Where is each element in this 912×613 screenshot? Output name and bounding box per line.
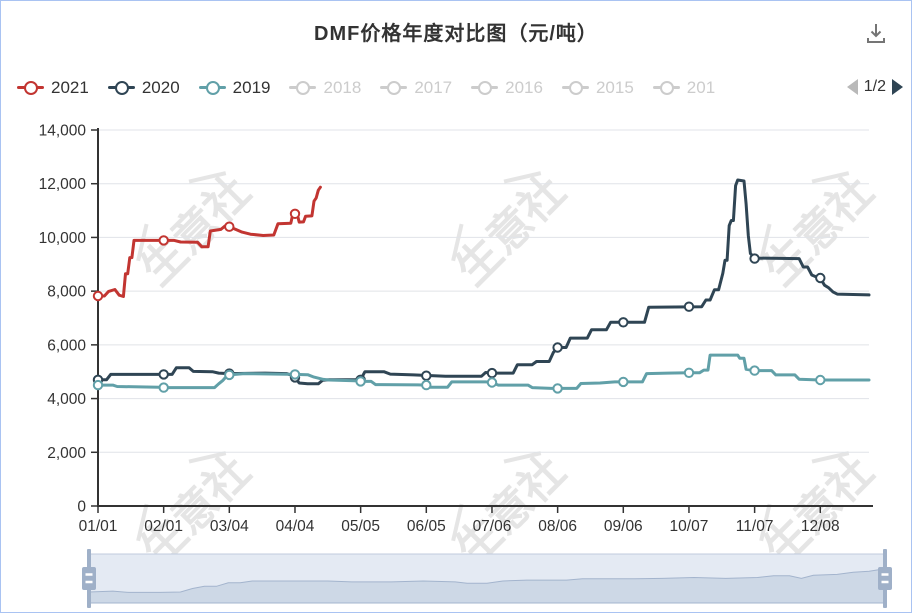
series-marker-2020 xyxy=(158,369,169,380)
x-axis-label: 01/01 xyxy=(79,518,118,535)
legend-line-marker-icon xyxy=(107,80,135,95)
series-marker-2020 xyxy=(683,301,695,312)
legend-line-marker-icon xyxy=(17,80,44,95)
series-marker-2019 xyxy=(289,369,301,380)
legend-line-marker-icon xyxy=(652,80,680,95)
y-axis-label: 8,000 xyxy=(47,284,86,301)
series-marker-2021 xyxy=(92,290,104,302)
series-marker-2021 xyxy=(224,221,235,232)
svg-text:生意社: 生意社 xyxy=(447,167,575,295)
legend-item-201[interactable]: 201 xyxy=(652,77,716,97)
y-axis-label: 14,000 xyxy=(39,123,87,140)
series-marker-2019 xyxy=(618,376,629,388)
legend-item-label: 2016 xyxy=(505,77,543,97)
datazoom-right-handle[interactable] xyxy=(878,549,892,608)
legend-line-marker-icon xyxy=(198,80,226,95)
legend-pager-prev-icon[interactable] xyxy=(846,79,858,95)
x-axis-label: 10/07 xyxy=(670,518,709,535)
y-axis-label: 2,000 xyxy=(47,445,86,462)
legend-pager-info: 1/2 xyxy=(863,78,886,95)
x-axis-label: 11/07 xyxy=(736,518,774,535)
series-marker-2019 xyxy=(158,382,169,393)
download-icon[interactable] xyxy=(863,19,889,45)
series-marker-2019 xyxy=(486,377,498,388)
legend-item-2017[interactable]: 2017 xyxy=(380,79,452,96)
legend-item-2018[interactable]: 2018 xyxy=(289,79,361,96)
x-axis-label: 02/01 xyxy=(144,518,183,535)
legend: 2021 2020 2019 2018 2017 2016 2015 201 1/2 xyxy=(17,75,903,99)
series-marker-2019 xyxy=(92,379,104,391)
legend-item-2021[interactable]: 2021 xyxy=(17,79,89,96)
download-icon-glyph xyxy=(867,24,885,43)
series-marker-2019 xyxy=(421,379,432,391)
series-marker-2020 xyxy=(421,370,432,381)
y-axis-label: 0 xyxy=(77,499,86,516)
watermark: 生意社 xyxy=(755,167,883,295)
series-marker-2019 xyxy=(552,383,563,394)
series-marker-2020 xyxy=(749,253,760,264)
y-axis-label: 4,000 xyxy=(47,391,86,408)
legend-item-label: 2018 xyxy=(323,77,362,97)
series-marker-2020 xyxy=(618,317,629,328)
series-marker-2020 xyxy=(552,342,563,353)
x-axis-label: 05/05 xyxy=(341,518,380,535)
page-title: DMF价格年度对比图（元/吨） xyxy=(314,23,598,45)
series-marker-2019 xyxy=(355,376,366,387)
legend-line-marker-icon xyxy=(289,80,317,95)
legend-item-label: 201 xyxy=(686,77,716,97)
x-axis-label: 08/06 xyxy=(538,518,577,535)
datazoom-left-handle[interactable] xyxy=(82,549,96,608)
x-axis-label: 06/05 xyxy=(407,518,446,535)
legend-item-label: 2021 xyxy=(51,77,89,97)
legend-pager-next-icon[interactable] xyxy=(892,79,903,95)
legend-item-label: 2020 xyxy=(141,77,180,97)
x-axis-label: 12/08 xyxy=(801,518,840,535)
datazoom-preview-area xyxy=(88,568,886,604)
watermark: 生意社 xyxy=(132,167,260,295)
y-axis-label: 6,000 xyxy=(47,337,86,354)
y-axis-label: 10,000 xyxy=(39,230,87,247)
series-marker-2019 xyxy=(224,369,235,381)
legend-item-2016[interactable]: 2016 xyxy=(471,79,543,96)
datazoom-slider[interactable] xyxy=(82,549,892,608)
legend-item-label: 2015 xyxy=(595,77,634,97)
legend-item-2020[interactable]: 2020 xyxy=(107,77,180,97)
legend-item-2015[interactable]: 2015 xyxy=(561,77,634,97)
legend-line-marker-icon xyxy=(561,80,589,95)
watermark: 生意社 xyxy=(447,167,575,295)
legend-line-marker-icon xyxy=(471,80,499,95)
x-axis-label: 07/06 xyxy=(473,518,512,535)
series-marker-2021 xyxy=(158,235,169,246)
x-axis-label: 04/04 xyxy=(276,518,315,535)
series-marker-2019 xyxy=(749,365,760,376)
legend-item-2019[interactable]: 2019 xyxy=(198,77,271,97)
series-marker-2020 xyxy=(815,272,826,284)
y-axis-label: 12,000 xyxy=(39,176,87,193)
x-axis-label: 09/06 xyxy=(604,518,643,535)
legend-line-marker-icon xyxy=(380,80,408,95)
legend-item-label: 2019 xyxy=(232,77,271,97)
legend-pager: 1/2 xyxy=(846,78,903,96)
x-axis-label: 03/04 xyxy=(210,518,249,535)
legend-item-label: 2017 xyxy=(414,77,453,97)
series-marker-2021 xyxy=(289,208,301,220)
series-marker-2020 xyxy=(486,367,498,379)
series-marker-2019 xyxy=(815,374,826,386)
series-marker-2019 xyxy=(683,367,695,378)
